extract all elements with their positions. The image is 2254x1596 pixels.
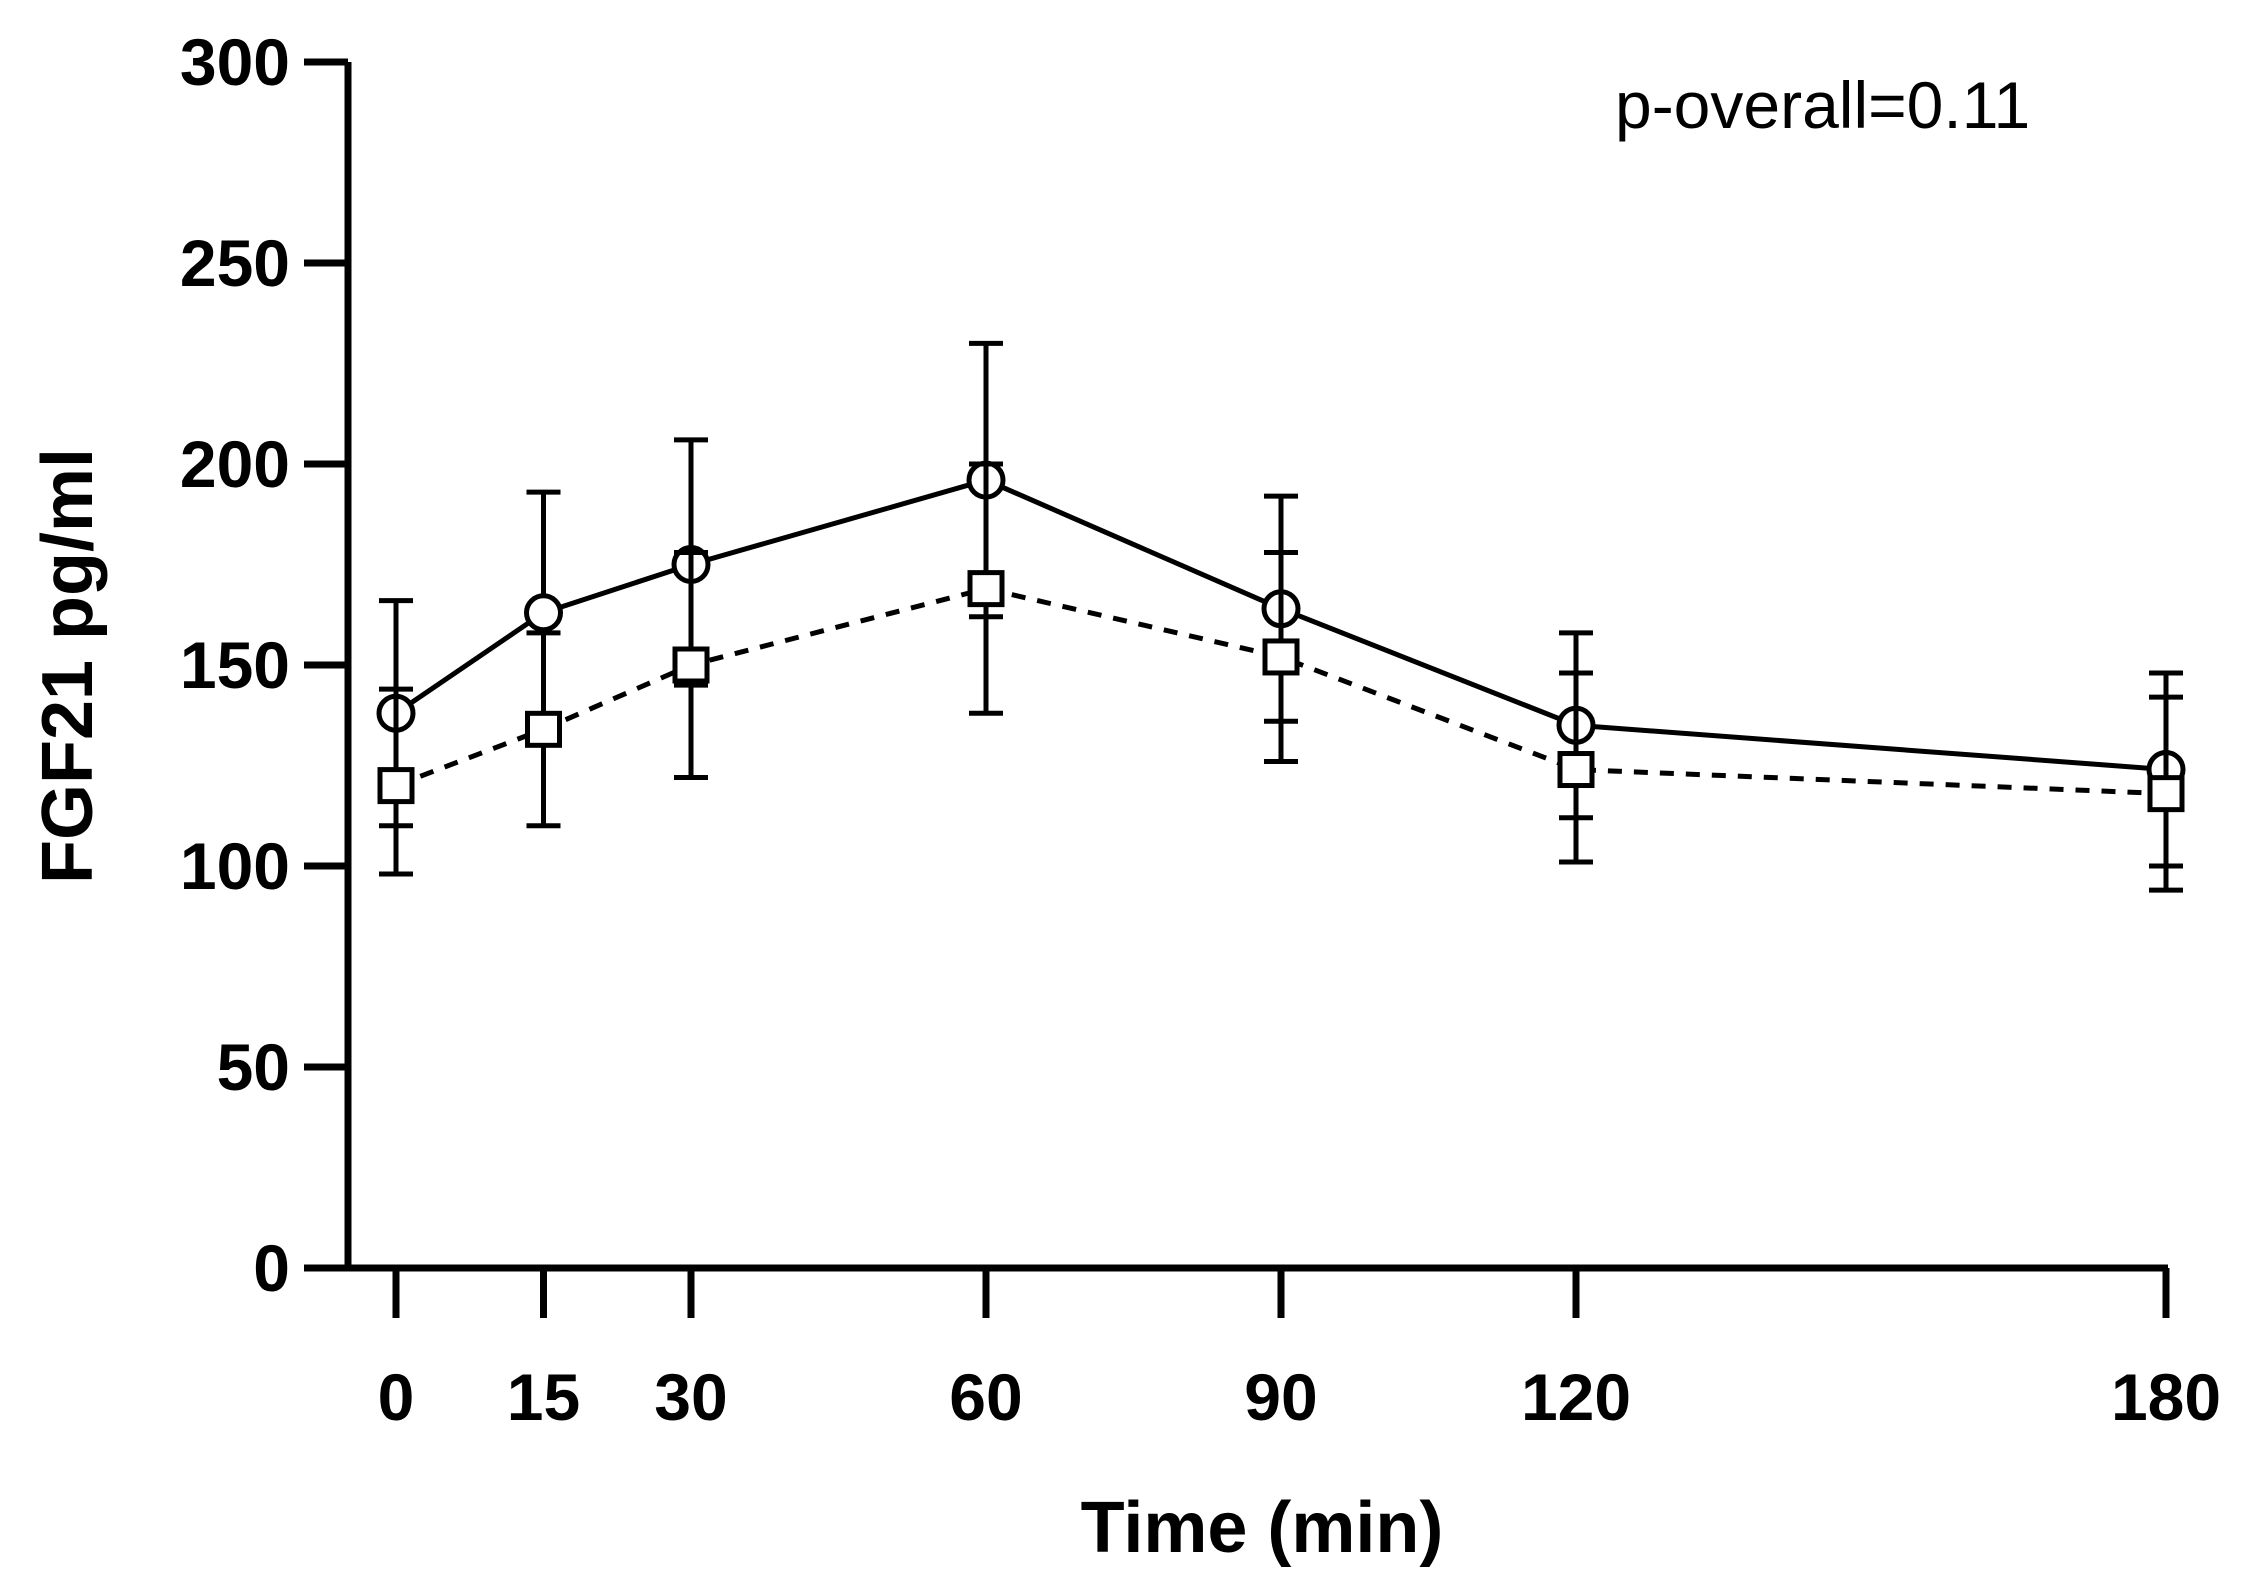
y-tick-label: 250 xyxy=(180,226,290,300)
x-tick-label: 0 xyxy=(378,1360,415,1434)
data-point-square xyxy=(377,767,415,805)
y-axis-title: FGF21 pg/ml xyxy=(28,448,108,884)
y-tick-label: 300 xyxy=(180,25,290,99)
p-value-annotation: p-overall=0.11 xyxy=(1615,68,2030,142)
x-axis-title: Time (min) xyxy=(1081,1488,1444,1568)
y-tick-label: 150 xyxy=(180,628,290,702)
data-point-square xyxy=(1557,751,1595,789)
y-tick-label: 100 xyxy=(180,829,290,903)
data-point-square xyxy=(1262,638,1300,676)
x-tick-label: 180 xyxy=(2111,1360,2221,1434)
x-tick-label: 60 xyxy=(949,1360,1022,1434)
axes: 0 50 100 150 200 250 300 0 15 30 60 90 120 180 xyxy=(180,25,2221,1434)
series-layer xyxy=(376,340,2186,893)
x-tick-label: 15 xyxy=(507,1360,580,1434)
data-point-square xyxy=(967,570,1005,608)
series-dashed-square xyxy=(377,461,2185,893)
data-point-square xyxy=(2147,775,2185,813)
x-tick-label: 120 xyxy=(1521,1360,1631,1434)
x-tick-label: 90 xyxy=(1244,1360,1317,1434)
y-tick-label: 200 xyxy=(180,427,290,501)
data-point-circle xyxy=(524,593,563,633)
x-tick-label: 30 xyxy=(654,1360,727,1434)
data-point-square xyxy=(525,710,562,748)
y-tick-label: 0 xyxy=(253,1231,290,1305)
y-tick-label: 50 xyxy=(217,1030,290,1104)
data-point-square xyxy=(672,646,710,684)
